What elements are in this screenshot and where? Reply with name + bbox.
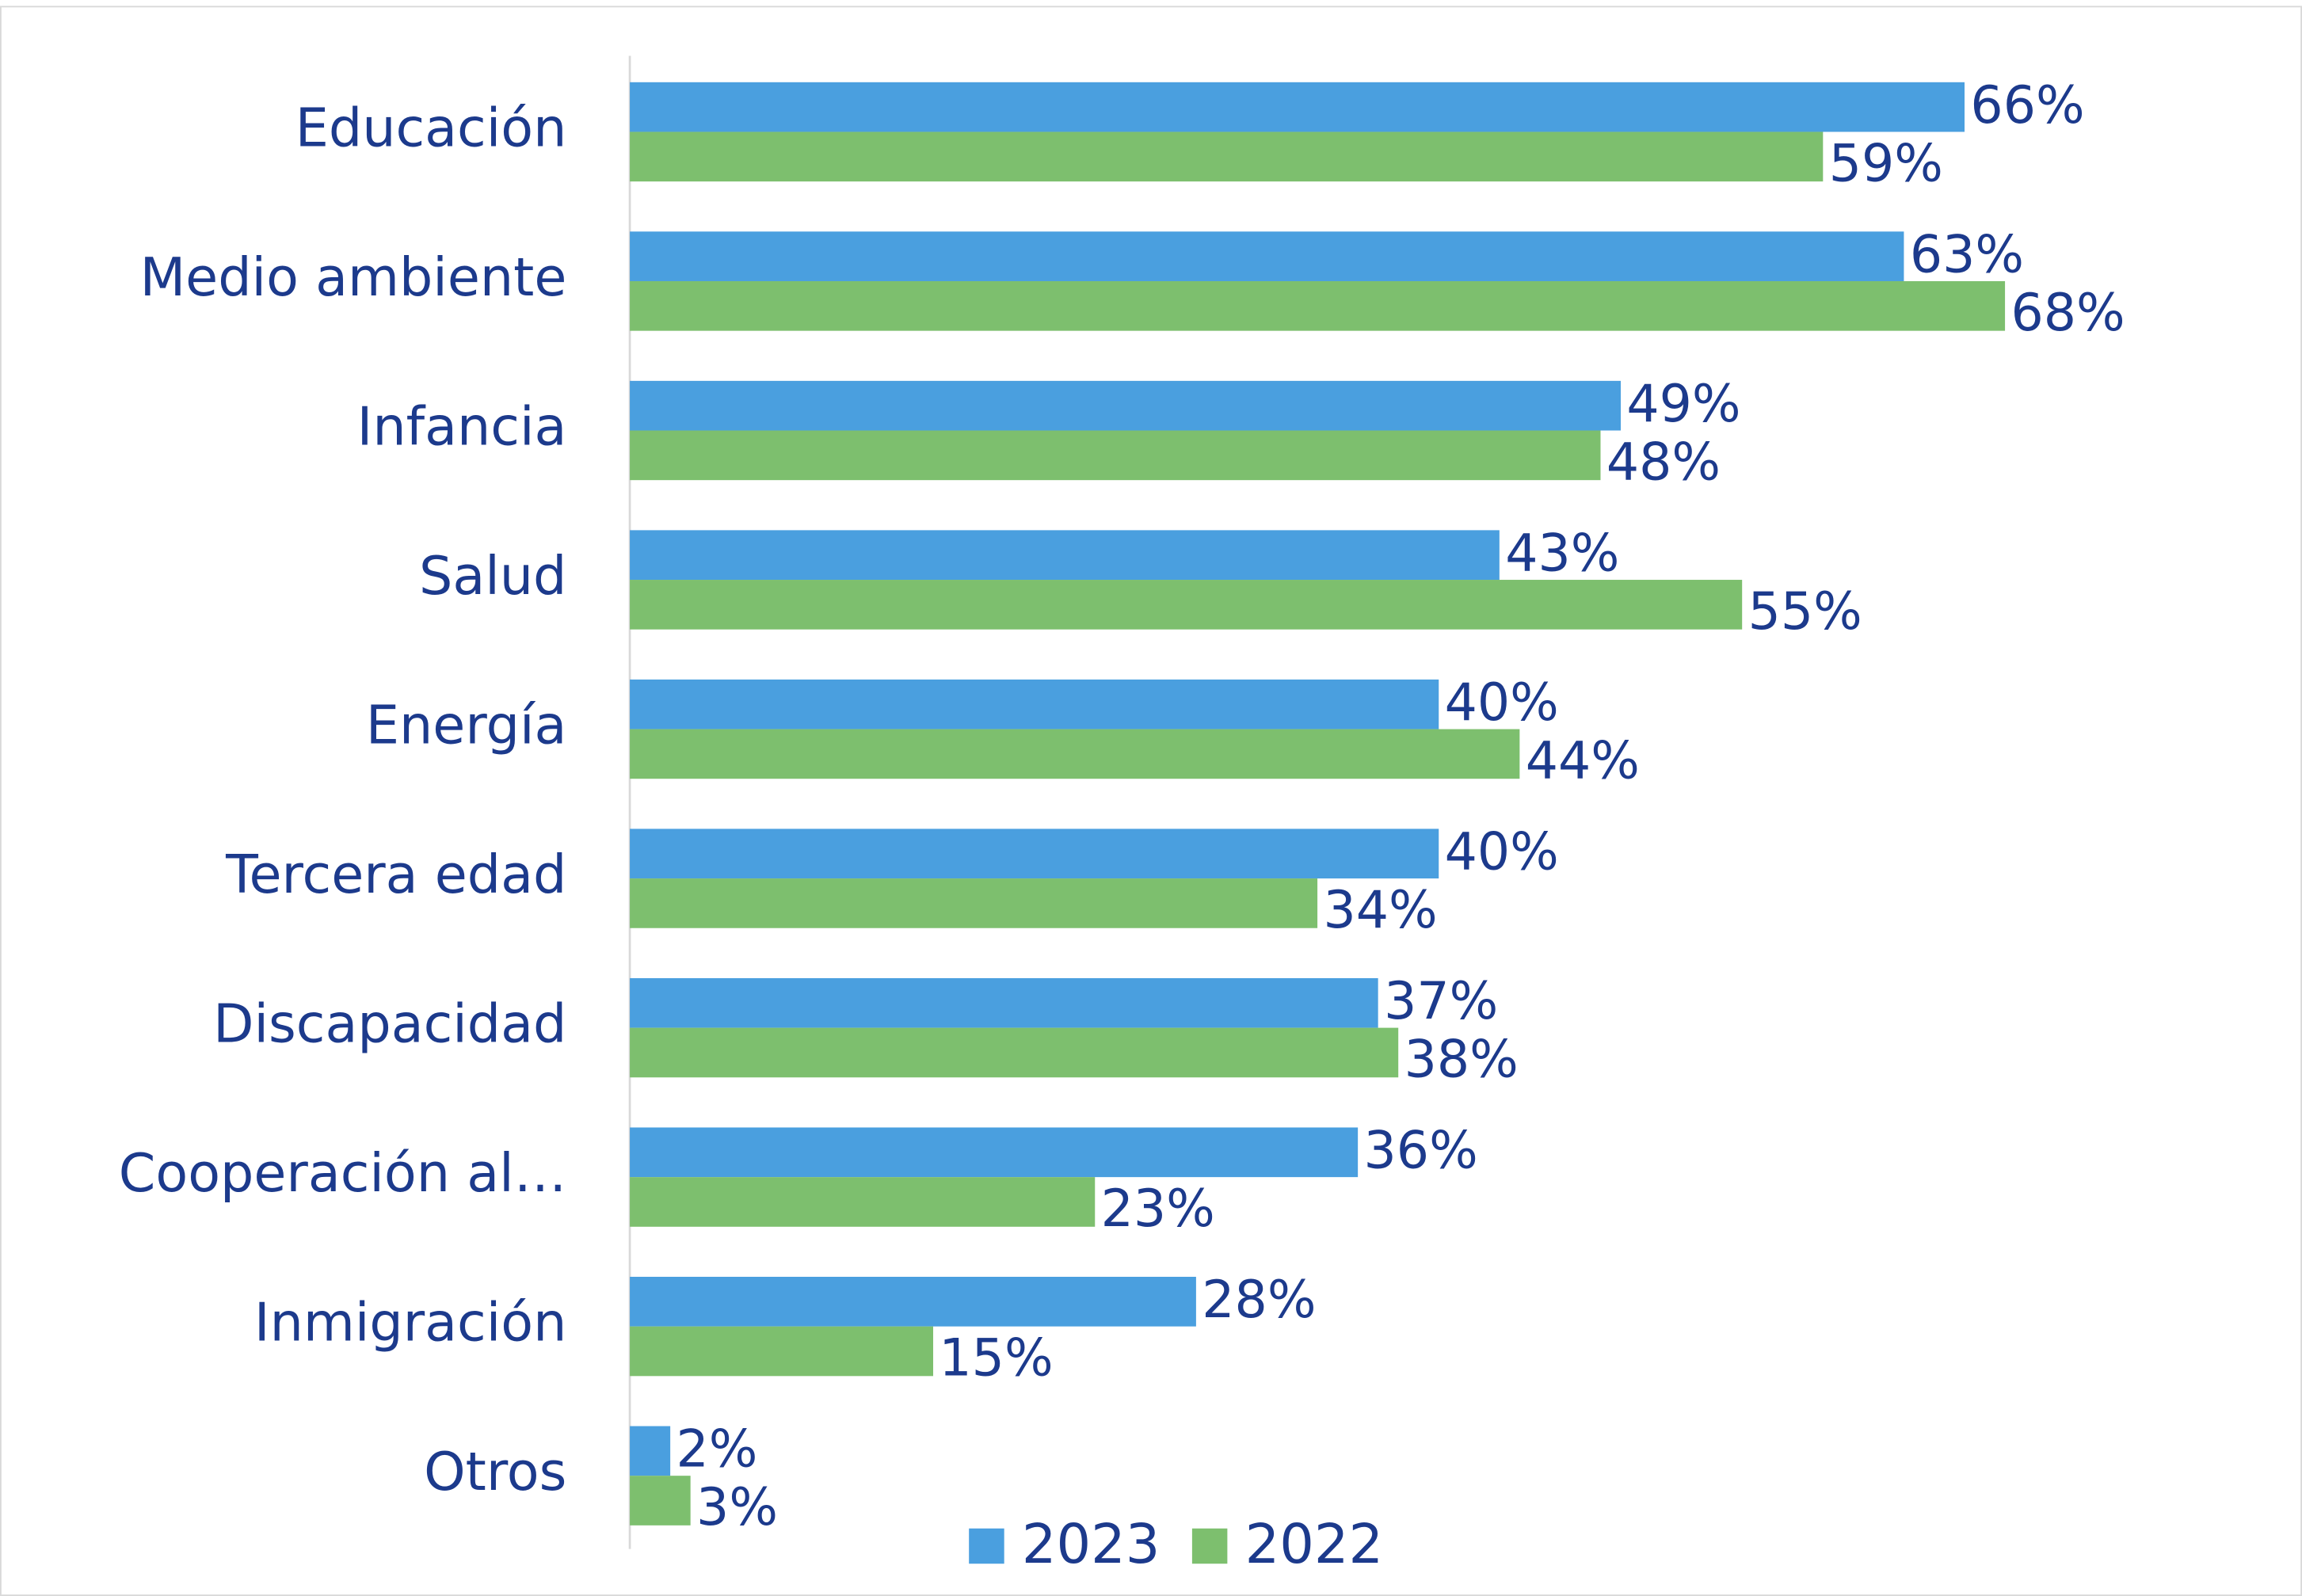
bar: [630, 1127, 1359, 1178]
data-label: 2%: [676, 1419, 758, 1479]
legend-label: 2022: [1245, 1513, 1384, 1576]
data-label: 37%: [1384, 972, 1498, 1031]
legend-swatch: [969, 1528, 1004, 1564]
y-tick-label: Tercera edad: [225, 844, 566, 905]
data-label: 66%: [1970, 76, 2084, 135]
y-tick-label: Infancia: [357, 396, 567, 458]
y-tick-label: Educación: [295, 97, 567, 159]
y-tick-label: Energía: [366, 695, 567, 756]
legend-label: 2023: [1022, 1513, 1161, 1576]
bar: [630, 280, 2006, 331]
bar: [630, 580, 1743, 630]
data-label: 40%: [1445, 673, 1559, 733]
bar: [630, 1177, 1096, 1227]
bar: [630, 1277, 1196, 1327]
bar: [630, 530, 1500, 581]
data-label: 3%: [696, 1478, 778, 1537]
bar: [630, 430, 1601, 481]
bar: [630, 1027, 1399, 1078]
bar: [630, 729, 1520, 779]
y-tick-label: Medio ambiente: [140, 246, 567, 308]
data-label: 36%: [1364, 1121, 1478, 1180]
y-tick-label: Otros: [424, 1441, 566, 1503]
bar: [630, 878, 1318, 928]
bar: [630, 1426, 671, 1476]
data-label: 68%: [2010, 284, 2125, 343]
bar: [630, 679, 1439, 729]
bar: [630, 1476, 691, 1526]
data-label: 59%: [1829, 135, 1943, 194]
bar: [630, 82, 1965, 132]
bar: [630, 131, 1824, 182]
data-label: 23%: [1101, 1179, 1215, 1239]
bar: [630, 380, 1622, 431]
bar: [630, 231, 1904, 281]
data-label: 48%: [1606, 433, 1721, 493]
bar: [630, 1326, 934, 1377]
data-label: 43%: [1505, 524, 1619, 583]
data-label: 38%: [1404, 1030, 1519, 1090]
y-tick-label: Inmigración: [254, 1292, 566, 1354]
y-tick-label: Discapacidad: [213, 993, 566, 1055]
y-tick-label: Cooperación al…: [119, 1142, 567, 1204]
data-label: 34%: [1323, 881, 1437, 940]
bar: [630, 828, 1439, 879]
data-label: 49%: [1626, 375, 1740, 434]
data-label: 63%: [1910, 225, 2024, 284]
data-label: 15%: [939, 1329, 1053, 1388]
data-label: 28%: [1202, 1270, 1316, 1330]
data-label: 40%: [1445, 822, 1559, 882]
legend-swatch: [1191, 1528, 1228, 1564]
y-tick-label: Salud: [419, 545, 566, 607]
data-label: 44%: [1526, 732, 1640, 791]
bar: [630, 977, 1378, 1028]
data-label: 55%: [1748, 582, 1862, 642]
